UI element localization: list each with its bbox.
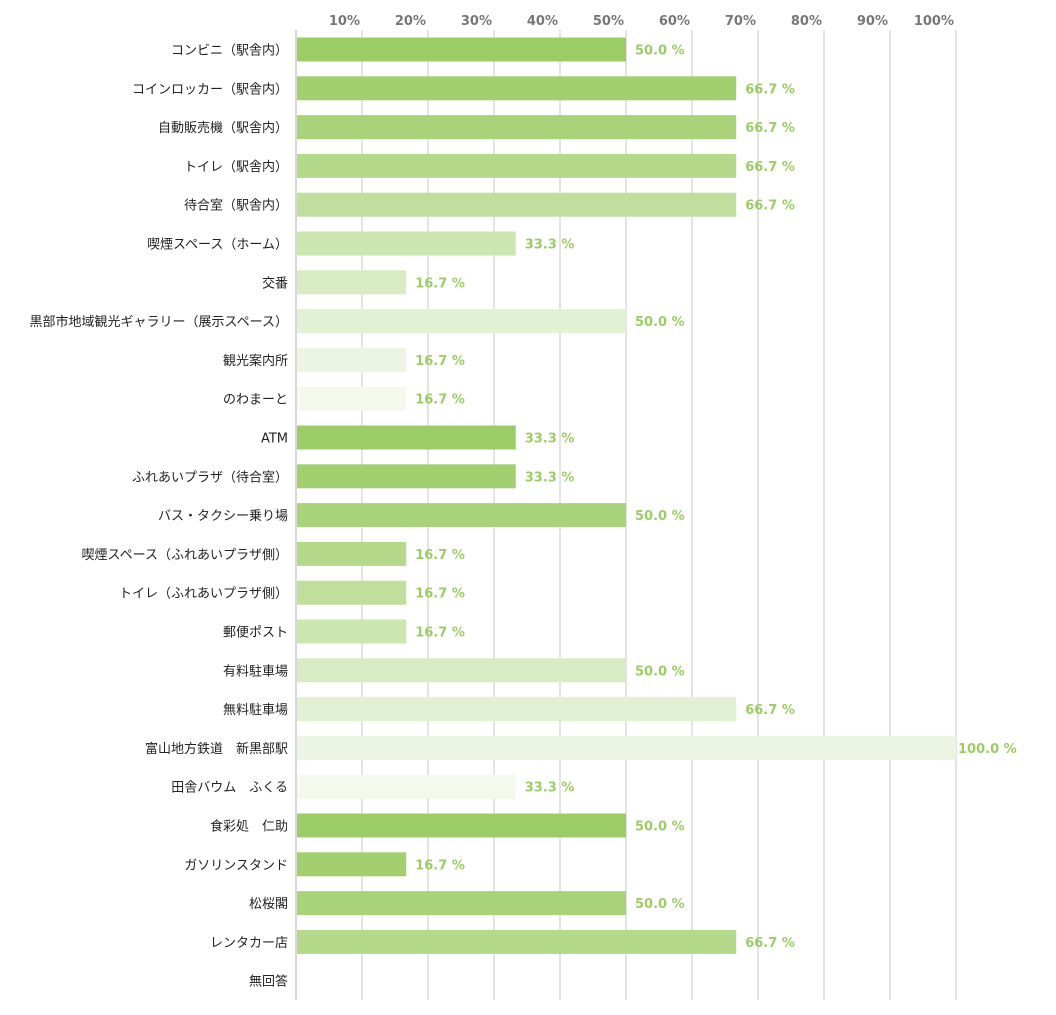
x-tick-label: 80% <box>791 14 822 29</box>
category-label: 無回答 <box>249 974 288 990</box>
bar <box>297 309 626 334</box>
value-label: 100.0 % <box>958 742 1017 757</box>
value-labels: 50.0 % 66.7 % 66.7 % 66.7 % 66.7 % 33.3 % 16.7… <box>415 44 1016 951</box>
value-label: 66.7 % <box>745 703 795 718</box>
value-label: 66.7 % <box>745 121 795 136</box>
bar <box>297 192 737 217</box>
bar <box>297 37 626 62</box>
bar <box>297 153 737 178</box>
bars <box>297 37 956 954</box>
x-tick-label: 70% <box>725 14 756 29</box>
value-label: 16.7 % <box>415 626 465 641</box>
category-label: 待合室（駅舎内） <box>184 198 288 214</box>
category-label: 交番 <box>262 275 288 291</box>
bar <box>297 541 407 566</box>
bar <box>297 697 737 722</box>
category-label: 富山地方鉄道 新黒部駅 <box>145 741 288 757</box>
bar <box>297 929 737 954</box>
bar <box>297 76 737 101</box>
x-tick-label: 90% <box>857 14 888 29</box>
bar <box>297 852 407 877</box>
x-tick-label: 100% <box>914 14 954 29</box>
value-label: 66.7 % <box>745 199 795 214</box>
bar <box>297 464 516 489</box>
value-label: 66.7 % <box>745 82 795 97</box>
value-label: 16.7 % <box>415 587 465 602</box>
value-label: 66.7 % <box>745 160 795 175</box>
value-label: 50.0 % <box>635 509 685 524</box>
value-label: 33.3 % <box>525 238 575 253</box>
bar <box>297 270 407 295</box>
bar <box>297 891 626 916</box>
value-label: 50.0 % <box>635 820 685 835</box>
value-label: 33.3 % <box>525 432 575 447</box>
value-label: 50.0 % <box>635 897 685 912</box>
value-label: 66.7 % <box>745 936 795 951</box>
category-label: レンタカー店 <box>210 936 288 951</box>
category-label: のわまーと <box>223 393 288 408</box>
bar <box>297 774 516 799</box>
category-label: コインロッカー（駅舎内） <box>132 81 288 97</box>
category-labels: コンビニ（駅舎内） コインロッカー（駅舎内） 自動販売機（駅舎内） トイレ（駅舎内） 待… <box>30 43 288 990</box>
bar <box>297 425 516 450</box>
category-label: 食彩処 仁助 <box>210 819 288 835</box>
category-label: 喫煙スペース（ホーム） <box>147 238 288 253</box>
value-label: 16.7 % <box>415 548 465 563</box>
value-label: 16.7 % <box>415 276 465 291</box>
bar <box>297 580 407 605</box>
category-label: コンビニ（駅舎内） <box>171 43 288 59</box>
x-tick-label: 30% <box>461 14 492 29</box>
category-label: ATM <box>261 432 288 447</box>
category-label: 黒部市地域観光ギャラリー（展示スペース） <box>30 314 288 330</box>
bar <box>297 386 407 411</box>
bar <box>297 735 956 760</box>
bar <box>297 115 737 140</box>
category-label: 無料駐車場 <box>223 703 288 718</box>
value-label: 50.0 % <box>635 44 685 59</box>
x-tick-label: 20% <box>395 14 426 29</box>
category-label: 松桜閣 <box>249 897 288 912</box>
x-tick-label: 50% <box>593 14 624 29</box>
x-tick-label: 10% <box>329 14 360 29</box>
category-label: 田舎バウム ふくる <box>171 781 288 796</box>
category-label: トイレ（ふれあいプラザ側） <box>119 587 288 602</box>
category-label: 観光案内所 <box>223 353 288 369</box>
category-label: 自動販売機（駅舎内） <box>158 120 288 136</box>
value-label: 16.7 % <box>415 858 465 873</box>
value-label: 50.0 % <box>635 664 685 679</box>
bar <box>297 813 626 838</box>
category-label: 有料駐車場 <box>223 664 288 679</box>
x-tick-label: 60% <box>659 14 690 29</box>
category-label: ガソリンスタンド <box>184 858 288 873</box>
value-label: 33.3 % <box>525 781 575 796</box>
bar <box>297 503 626 528</box>
value-label: 50.0 % <box>635 315 685 330</box>
category-label: 郵便ポスト <box>223 626 288 641</box>
x-axis-ticks: 10% 20% 30% 40% 50% 60% 70% 80% 90% 100% <box>329 14 954 29</box>
category-label: バス・タクシー乗り場 <box>158 509 288 524</box>
value-label: 16.7 % <box>415 354 465 369</box>
value-label: 33.3 % <box>525 470 575 485</box>
category-label: ふれあいプラザ（待合室） <box>132 469 288 485</box>
bar <box>297 347 407 372</box>
bar <box>297 619 407 644</box>
value-label: 16.7 % <box>415 393 465 408</box>
bar <box>297 231 516 256</box>
bar <box>297 658 626 683</box>
x-tick-label: 40% <box>527 14 558 29</box>
category-label: トイレ（駅舎内） <box>184 159 288 175</box>
category-label: 喫煙スペース（ふれあいプラザ側） <box>82 548 288 563</box>
